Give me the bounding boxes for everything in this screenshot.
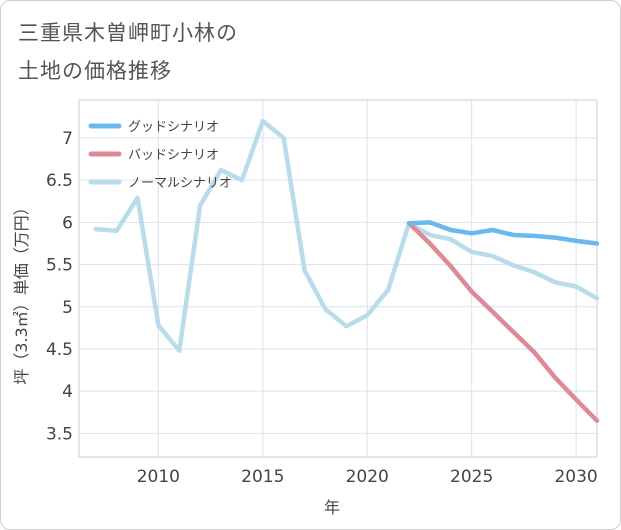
y-tick-label: 4.5 [46,340,73,360]
legend-label: ノーマルシナリオ [128,176,232,191]
x-tick-label: 2020 [346,467,389,487]
x-tick-label: 2010 [137,467,180,487]
series-line-normal [93,118,600,353]
y-tick-label: 7 [62,129,73,149]
series-line-bad [406,220,600,423]
x-tick-label: 2025 [450,467,493,487]
chart-title-line2: 土地の価格推移 [18,59,172,83]
legend-label: グッドシナリオ [128,120,219,135]
x-tick-label: 2015 [241,467,284,487]
x-axis-label: 年 [324,498,340,517]
y-tick-label: 4 [62,382,73,402]
legend-label: バッドシナリオ [128,148,219,163]
series-line-good [406,220,600,246]
y-tick-label: 5 [62,298,73,318]
y-tick-label: 6.5 [46,171,73,191]
series-lines [93,118,600,423]
y-tick-label: 3.5 [46,424,73,444]
chart-title-line1: 三重県木曽岬町小林の [18,21,238,45]
x-tick-labels: 2010 2015 2020 2025 2030 [137,467,598,487]
plot-area [78,99,598,458]
y-axis-label: 坪（3.3㎡）単価（万円） [12,199,31,384]
y-tick-label: 6 [62,213,73,233]
y-tick-labels: 3.5 4 4.5 5 5.5 6 6.5 7 [46,129,73,444]
y-tick-label: 5.5 [46,256,73,276]
x-tick-label: 2030 [554,467,597,487]
